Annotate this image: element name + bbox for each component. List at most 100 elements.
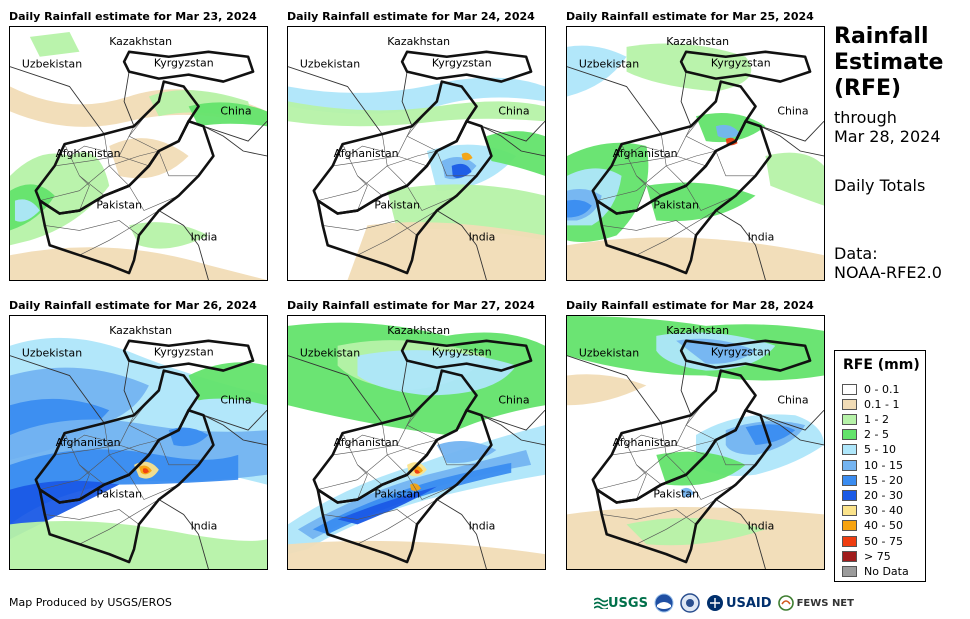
panel-title-mar23: Daily Rainfall estimate for Mar 23, 2024 xyxy=(9,10,257,23)
pakistan-border xyxy=(595,119,772,275)
province-border xyxy=(406,474,457,500)
province-border xyxy=(347,434,383,446)
kyrgyzstan-border xyxy=(679,50,812,83)
legend-swatch xyxy=(842,550,857,562)
province-border xyxy=(64,432,105,485)
rainfall-area xyxy=(142,468,149,474)
country-label-india: India xyxy=(191,230,218,243)
country-label-uzbekistan: Uzbekistan xyxy=(300,347,360,360)
legend-item: 0.1 - 1 xyxy=(842,397,899,411)
country-border xyxy=(481,120,545,142)
province-border xyxy=(436,439,477,466)
legend-label: 5 - 10 xyxy=(864,443,896,457)
country-label-india: India xyxy=(469,519,496,532)
kyrgyzstan-border xyxy=(122,339,255,372)
rainfall-area xyxy=(188,362,267,406)
fews-logo: FEWS NET xyxy=(777,595,854,611)
province-border xyxy=(715,150,756,177)
rainfall-area xyxy=(745,424,796,445)
rainfall-area xyxy=(626,517,766,546)
legend-swatch xyxy=(842,565,857,577)
country-label-kyrgyzstan: Kyrgyzstan xyxy=(711,346,771,359)
province-border xyxy=(158,439,199,466)
legend-label: 2 - 5 xyxy=(864,428,889,442)
map-panel-mar24: Kazakhstan Uzbekistan Kyrgyzstan China Afgha… xyxy=(287,26,546,281)
legend-item: 1 - 2 xyxy=(842,412,889,426)
rainfall-area xyxy=(10,247,267,280)
rainfall-area xyxy=(288,540,545,569)
province-border xyxy=(675,126,707,167)
credit-text: Map Produced by USGS/EROS xyxy=(9,596,172,609)
country-label-pakistan: Pakistan xyxy=(653,488,699,501)
country-border xyxy=(158,499,209,569)
panel-title-mar25: Daily Rainfall estimate for Mar 25, 2024 xyxy=(566,10,814,23)
rainfall-area xyxy=(288,101,545,127)
province-border xyxy=(332,155,398,167)
side-data-label: Data: xyxy=(834,244,878,263)
province-border xyxy=(79,210,159,256)
country-label-china: China xyxy=(498,104,529,117)
province-border xyxy=(636,175,647,211)
fews-globe-icon xyxy=(777,595,794,611)
province-border xyxy=(39,165,110,201)
country-label-pakistan: Pakistan xyxy=(96,488,142,501)
province-border xyxy=(44,509,140,525)
country-border xyxy=(680,360,692,416)
province-border xyxy=(39,454,110,490)
rainfall-area xyxy=(29,31,80,57)
country-border xyxy=(158,210,209,280)
province-border xyxy=(79,499,159,545)
logo-bar: USGS USAID FEWS NET xyxy=(594,590,860,616)
province-border xyxy=(128,474,179,500)
legend-label: 30 - 40 xyxy=(864,504,903,518)
legend-item: 20 - 30 xyxy=(842,488,903,502)
rainfall-area xyxy=(451,163,472,179)
rainfall-map: Kazakhstan Uzbekistan Kyrgyzstan China Afgha… xyxy=(10,31,267,280)
country-label-china: China xyxy=(498,393,529,406)
country-border xyxy=(436,499,487,569)
country-label-uzbekistan: Uzbekistan xyxy=(22,347,82,360)
country-label-kyrgyzstan: Kyrgyzstan xyxy=(154,57,214,70)
rainfall-area xyxy=(188,102,267,127)
rainfall-area xyxy=(415,469,420,474)
province-border xyxy=(636,210,716,256)
country-label-uzbekistan: Uzbekistan xyxy=(579,347,639,360)
legend-swatch xyxy=(842,505,857,517)
province-border xyxy=(357,464,368,500)
kyrgyzstan-border xyxy=(400,339,533,372)
rainfall-area xyxy=(10,152,110,246)
side-totals: Daily Totals xyxy=(834,176,926,195)
rainfall-area xyxy=(567,199,592,218)
legend-title: RFE (mm) xyxy=(843,357,920,373)
legend-item: No Data xyxy=(842,564,909,578)
province-border xyxy=(44,220,140,236)
rainfall-map: Kazakhstan Uzbekistan Kyrgyzstan China Afgha… xyxy=(567,35,824,280)
legend-item: 15 - 20 xyxy=(842,473,903,487)
legend-label: 50 - 75 xyxy=(864,534,903,548)
province-border xyxy=(317,165,388,201)
usgs-logo-text: USGS xyxy=(608,595,648,611)
pakistan-border xyxy=(38,119,215,275)
country-label-pakistan: Pakistan xyxy=(374,488,420,501)
legend-swatch xyxy=(842,398,857,410)
country-label-kazakhstan: Kazakhstan xyxy=(387,324,450,337)
legend-label: 15 - 20 xyxy=(864,473,903,487)
province-border xyxy=(611,155,677,167)
country-label-china: China xyxy=(220,104,251,117)
country-label-kyrgyzstan: Kyrgyzstan xyxy=(432,57,492,70)
side-title-line3: (RFE) xyxy=(834,76,902,101)
province-border xyxy=(596,454,667,490)
rainfall-area xyxy=(486,131,545,176)
panel-title-mar26: Daily Rainfall estimate for Mar 26, 2024 xyxy=(9,299,257,312)
pakistan-border xyxy=(316,119,493,275)
country-label-afghanistan: Afghanistan xyxy=(56,436,121,449)
pakistan-border xyxy=(316,408,493,564)
rainfall-area xyxy=(461,152,473,161)
country-border xyxy=(481,409,545,431)
province-border xyxy=(79,175,90,211)
province-border xyxy=(54,444,120,456)
province-border xyxy=(317,454,388,490)
country-label-kyrgyzstan: Kyrgyzstan xyxy=(154,346,214,359)
province-border xyxy=(69,434,105,446)
province-border xyxy=(342,432,383,485)
